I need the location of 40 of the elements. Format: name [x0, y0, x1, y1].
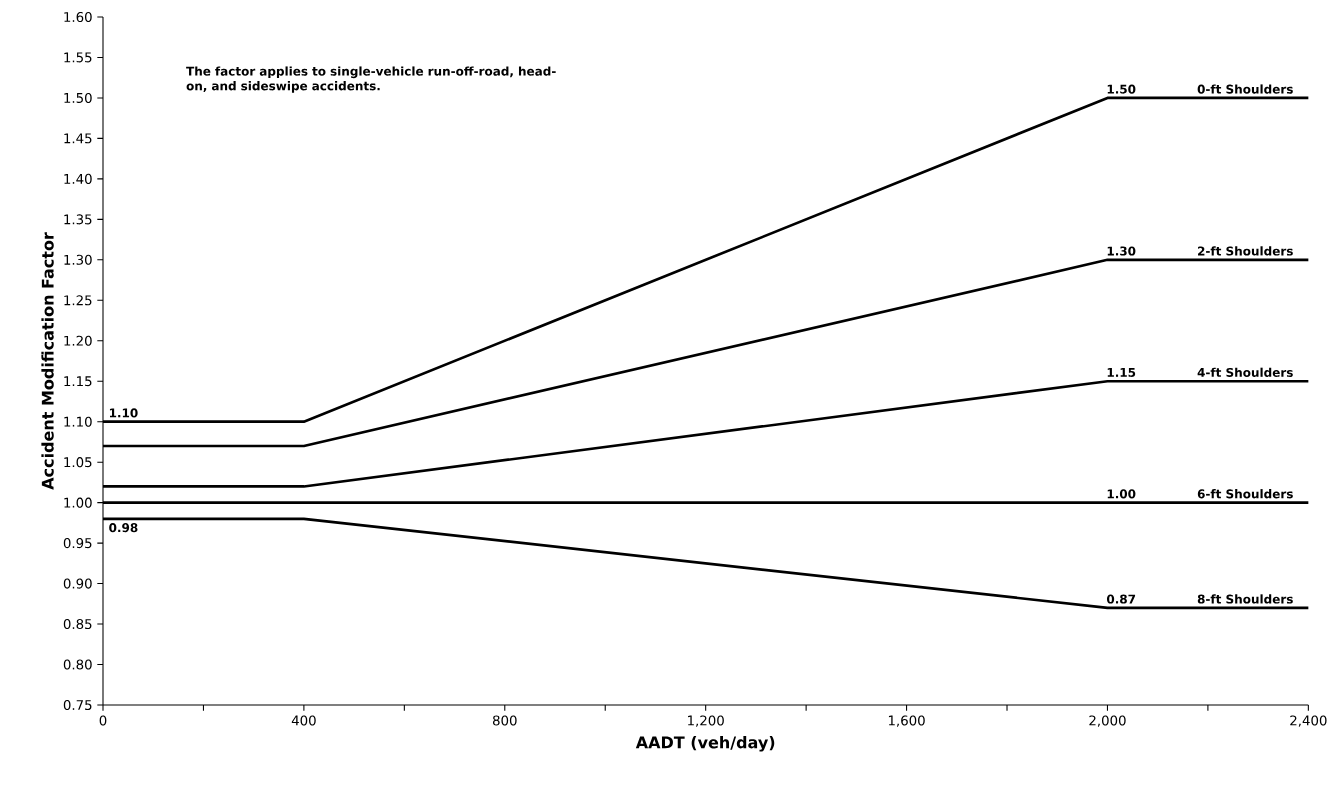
y-tick-label: 1.20 — [64, 335, 92, 346]
data-label: 0.98 — [109, 523, 138, 533]
x-tick-label: 1,200 — [688, 715, 724, 727]
y-tick-label: 1.50 — [64, 92, 92, 103]
data-label: 1.50 — [1107, 84, 1136, 94]
data-label: 1.30 — [1107, 246, 1136, 256]
y-tick-label: 1.55 — [64, 52, 92, 63]
x-tick-label: 1,600 — [888, 715, 925, 727]
y-tick-label: 1.10 — [64, 416, 92, 427]
y-tick-label: 0.95 — [63, 538, 92, 549]
x-tick-label: 2,400 — [1290, 715, 1327, 727]
y-tick-label: 0.90 — [63, 578, 92, 589]
x-tick-label: 800 — [492, 715, 517, 726]
y-tick-label: 1.45 — [64, 133, 92, 144]
y-tick-label: 1.25 — [64, 295, 92, 306]
y-tick-label: 1.15 — [64, 376, 92, 387]
series-label: 2-ft Shoulders — [1198, 246, 1293, 256]
series-label: 8-ft Shoulders — [1197, 594, 1293, 604]
data-label: 0.87 — [1106, 594, 1136, 604]
y-axis-title: Accident Modification Factor — [41, 232, 54, 490]
series-label: 4-ft Shoulders — [1197, 367, 1293, 377]
x-tick-label: 2,000 — [1089, 715, 1126, 727]
annotation: The factor applies to single-vehicle run-off-road, head-on, and sideswipe accidents. — [186, 66, 556, 93]
y-tick-label: 0.85 — [63, 619, 92, 630]
x-tick-label: 400 — [291, 715, 316, 726]
y-tick-label: 1.05 — [64, 457, 92, 468]
y-tick-label: 1.30 — [64, 254, 92, 265]
y-tick-label: 1.35 — [64, 214, 92, 225]
data-label: 1.10 — [109, 408, 138, 418]
y-tick-label: 0.75 — [63, 699, 92, 711]
y-tick-label: 1.60 — [64, 11, 92, 23]
series-label: 0-ft Shoulders — [1197, 84, 1293, 94]
x-axis-title: AADT (veh/day) — [635, 736, 775, 752]
x-tick-label: 0 — [99, 715, 107, 726]
data-label: 1.00 — [1107, 489, 1136, 499]
y-tick-label: 1.00 — [64, 497, 92, 508]
series-label: 6-ft Shoulders — [1197, 489, 1293, 499]
y-tick-label: 0.80 — [63, 659, 92, 670]
y-tick-label: 1.40 — [64, 173, 92, 184]
data-label: 1.15 — [1107, 368, 1136, 377]
